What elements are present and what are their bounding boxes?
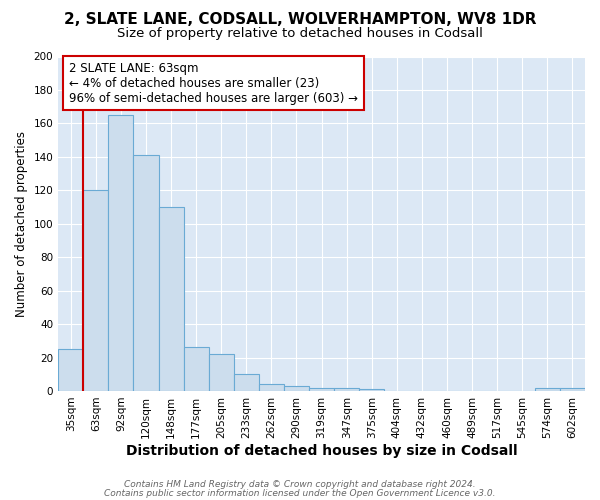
Bar	[158, 207, 184, 391]
Bar	[209, 354, 234, 391]
Text: 2 SLATE LANE: 63sqm
← 4% of detached houses are smaller (23)
96% of semi-detache: 2 SLATE LANE: 63sqm ← 4% of detached hou…	[69, 62, 358, 104]
Text: Size of property relative to detached houses in Codsall: Size of property relative to detached ho…	[117, 28, 483, 40]
Text: 2, SLATE LANE, CODSALL, WOLVERHAMPTON, WV8 1DR: 2, SLATE LANE, CODSALL, WOLVERHAMPTON, W…	[64, 12, 536, 28]
Bar	[83, 190, 109, 391]
Bar	[560, 388, 585, 391]
Bar	[359, 390, 385, 391]
Bar	[133, 155, 158, 391]
Bar	[309, 388, 334, 391]
Bar	[234, 374, 259, 391]
Text: Contains HM Land Registry data © Crown copyright and database right 2024.: Contains HM Land Registry data © Crown c…	[124, 480, 476, 489]
Bar	[334, 388, 359, 391]
Bar	[109, 115, 133, 391]
Bar	[259, 384, 284, 391]
Bar	[284, 386, 309, 391]
Text: Contains public sector information licensed under the Open Government Licence v3: Contains public sector information licen…	[104, 488, 496, 498]
Y-axis label: Number of detached properties: Number of detached properties	[15, 130, 28, 316]
Bar	[58, 349, 83, 391]
X-axis label: Distribution of detached houses by size in Codsall: Distribution of detached houses by size …	[126, 444, 517, 458]
Bar	[535, 388, 560, 391]
Bar	[184, 348, 209, 391]
